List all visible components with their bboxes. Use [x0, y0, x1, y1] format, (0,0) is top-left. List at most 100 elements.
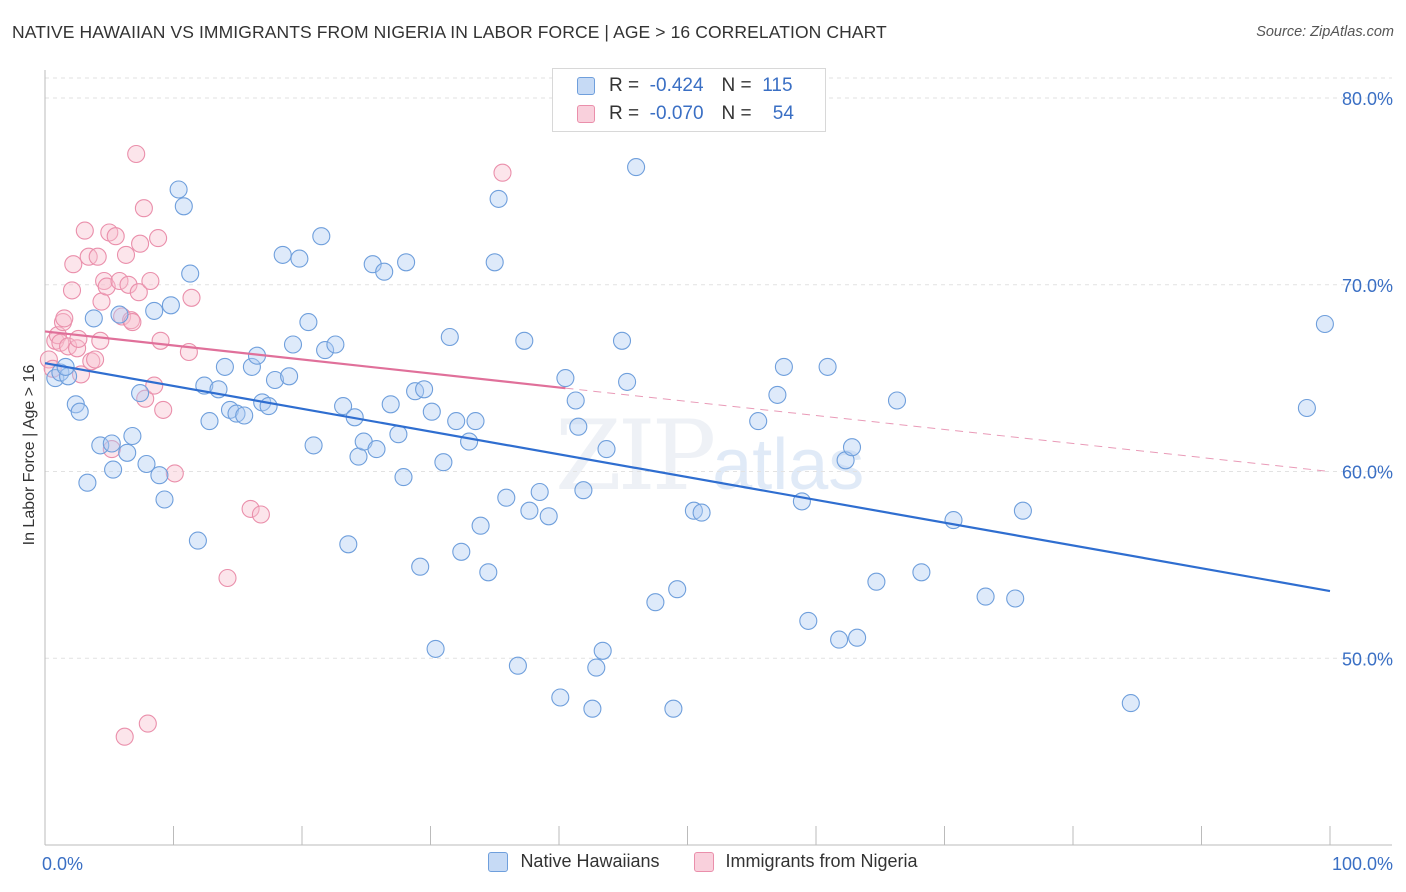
native-hawaiian-point: [91, 436, 110, 455]
nigeria-point: [91, 331, 110, 350]
nigeria-point: [136, 389, 155, 408]
native-hawaiian-point: [161, 296, 180, 315]
native-hawaiian-point: [1297, 398, 1316, 418]
native-hawaiian-point: [200, 412, 219, 431]
native-hawaiian-point: [530, 482, 549, 502]
native-hawaiian-point: [618, 372, 637, 391]
native-hawaiian-point: [848, 628, 867, 647]
native-hawaiian-point: [466, 412, 485, 431]
native-hawaiian-point: [78, 473, 97, 492]
y-tick-label: 50.0%: [1342, 649, 1393, 669]
nigeria-point: [92, 292, 111, 311]
nigeria-point: [55, 309, 74, 328]
native-hawaiian-point: [118, 443, 137, 462]
x-tick-label-max: 100.0%: [1332, 854, 1393, 874]
native-hawaiian-point: [137, 454, 156, 474]
native-hawaiian-point: [326, 335, 345, 354]
y-tick-label: 70.0%: [1342, 276, 1393, 296]
nigeria-point: [134, 199, 153, 218]
native-hawaiian-point: [485, 253, 504, 272]
native-hawaiian-point: [836, 451, 855, 470]
native-hawaiian-point: [415, 380, 434, 399]
native-hawaiian-point: [479, 563, 498, 582]
native-hawaiian-point: [334, 397, 353, 416]
native-hawaiian-point: [290, 249, 309, 268]
native-hawaiian-point: [265, 370, 285, 390]
legend-item-immigrants-from-nigeria: Immigrants from Nigeria: [693, 851, 918, 872]
trend-line-native-hawaiians: [44, 362, 1331, 593]
native-hawaiian-point: [976, 587, 995, 606]
native-hawaiian-point: [394, 468, 413, 487]
native-hawaiian-point: [566, 391, 585, 410]
native-hawaiian-point: [1006, 589, 1025, 608]
x-tick-label-min: 0.0%: [42, 854, 83, 874]
native-hawaiian-point: [539, 507, 558, 526]
native-hawaiian-point: [684, 501, 703, 520]
native-hawaiian-point: [508, 656, 527, 675]
native-hawaiian-point: [556, 369, 575, 388]
native-hawaiian-point: [155, 490, 174, 509]
native-hawaiian-point: [664, 699, 683, 718]
nigeria-point: [68, 339, 87, 358]
y-tick-label: 80.0%: [1342, 89, 1393, 109]
legend-swatch-blue: [577, 77, 595, 95]
legend-label: Native Hawaiians: [520, 851, 660, 871]
nigeria-point: [116, 245, 136, 264]
native-hawaiian-point: [169, 180, 188, 199]
nigeria-point: [86, 350, 105, 369]
native-hawaiian-point: [612, 331, 632, 350]
native-hawaiian-point: [375, 262, 394, 281]
native-hawaiian-point: [583, 699, 602, 718]
nigeria-point: [102, 440, 121, 459]
native-hawaiian-point: [299, 313, 318, 332]
r-value: -0.424: [649, 75, 704, 96]
source-credit: Source: ZipAtlas.com: [1256, 24, 1394, 40]
trend-line-nigeria-solid: [44, 330, 566, 390]
nigeria-point: [165, 464, 184, 483]
native-hawaiian-point: [447, 412, 466, 431]
nigeria-point: [110, 271, 129, 291]
native-hawaiian-point: [235, 406, 254, 425]
native-hawaiian-point: [397, 253, 416, 272]
nigeria-point: [129, 283, 148, 302]
nigeria-point: [106, 227, 125, 246]
chart-title: NATIVE HAWAIIAN VS IMMIGRANTS FROM NIGER…: [12, 22, 887, 42]
n-label: N =: [721, 103, 752, 124]
r-value: -0.070: [649, 103, 704, 124]
nigeria-point: [88, 247, 107, 266]
native-hawaiian-point: [349, 447, 368, 466]
nigeria-point: [59, 337, 78, 356]
points-native-hawaiians: [46, 158, 1334, 718]
native-hawaiian-point: [830, 630, 849, 649]
points-immigrants-from-nigeria: [39, 144, 512, 746]
native-hawaiian-point: [304, 436, 323, 455]
native-hawaiian-point: [597, 440, 616, 459]
native-hawaiian-point: [460, 432, 479, 451]
native-hawaiian-point: [242, 357, 261, 376]
native-hawaiian-point: [102, 434, 121, 453]
native-hawaiian-point: [280, 367, 299, 386]
r-label: R =: [609, 75, 640, 96]
native-hawaiian-point: [887, 391, 907, 410]
native-hawaiian-point: [867, 572, 886, 591]
native-hawaiian-point: [749, 412, 768, 431]
native-hawaiian-point: [489, 189, 508, 208]
native-hawaiian-point: [411, 557, 430, 576]
native-hawaiian-point: [551, 688, 570, 707]
native-hawaiian-point: [283, 335, 303, 354]
native-hawaiian-point: [316, 341, 335, 360]
r-label: R =: [609, 103, 640, 124]
tick-labels: 50.0% 60.0% 70.0% 80.0% 0.0% 100.0%: [42, 89, 1393, 874]
nigeria-point: [154, 400, 173, 419]
y-tick-label: 60.0%: [1342, 463, 1393, 483]
native-hawaiian-point: [912, 563, 931, 582]
native-hawaiian-point: [497, 488, 516, 507]
native-hawaiian-point: [273, 245, 292, 264]
axes: [44, 70, 1392, 846]
nigeria-point: [149, 229, 168, 248]
native-hawaiian-point: [668, 580, 687, 599]
legend-row-native-hawaiians: R = -0.424 N = 115: [577, 72, 793, 100]
legend-item-native-hawaiians: Native Hawaiians: [488, 851, 660, 872]
legend-swatch-blue: [488, 851, 509, 872]
